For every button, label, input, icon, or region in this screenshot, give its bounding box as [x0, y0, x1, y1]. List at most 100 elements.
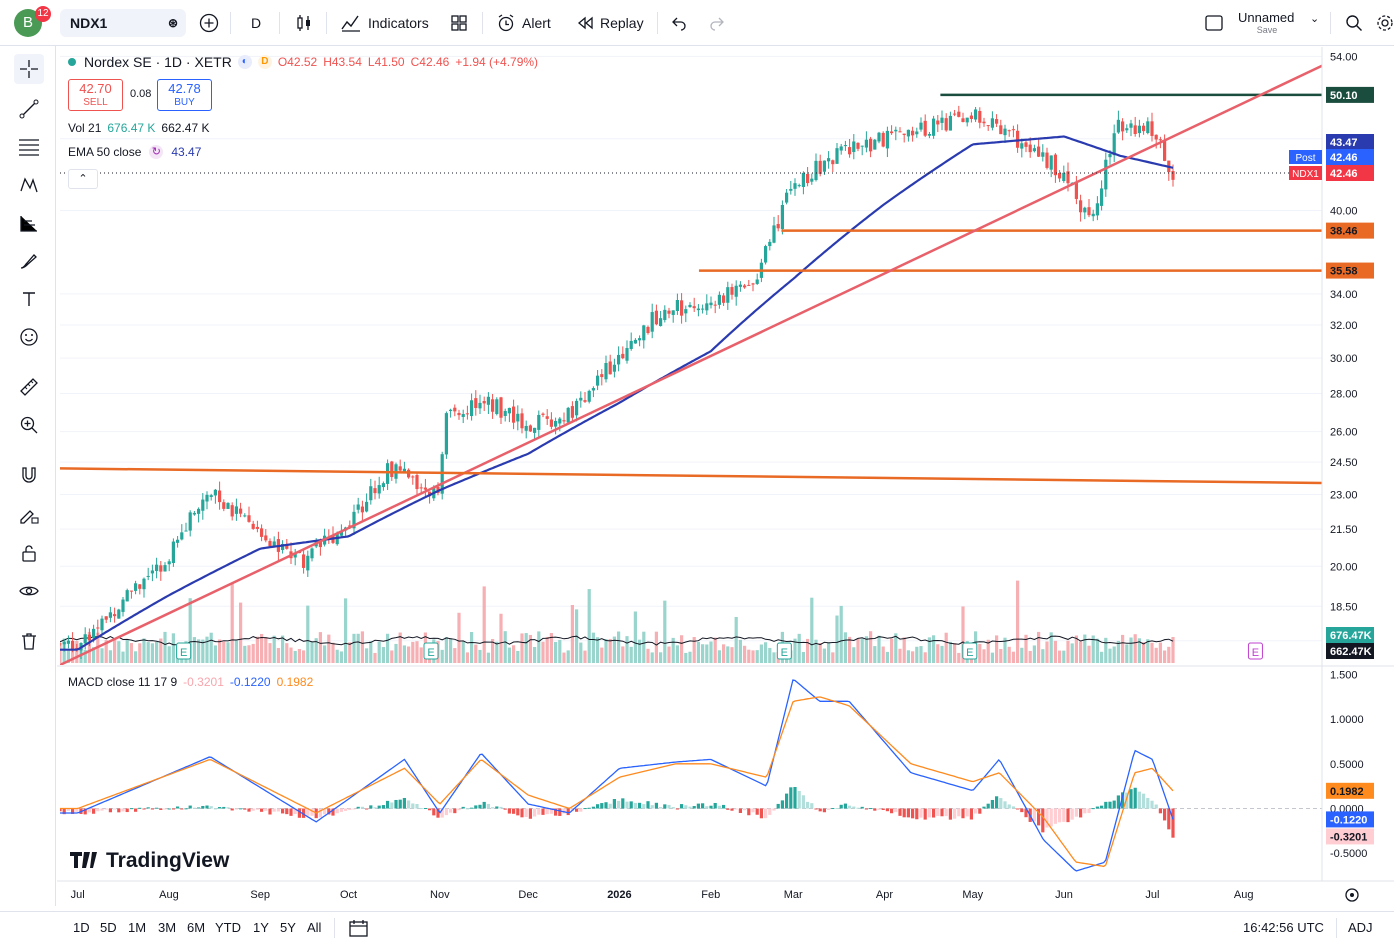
indicators-button[interactable]: Indicators: [340, 9, 429, 37]
settings-button[interactable]: [1376, 9, 1394, 37]
horizontal-trendline[interactable]: [60, 467, 1322, 485]
candle-body: [713, 304, 717, 306]
buy-button[interactable]: 42.78 BUY: [157, 79, 212, 111]
macd-legend[interactable]: MACD close 11 17 9 -0.3201 -0.1220 0.198…: [68, 675, 313, 689]
volume-bar: [629, 646, 633, 663]
hide-drawings-tool[interactable]: [14, 576, 44, 606]
quick-search-button[interactable]: [1344, 9, 1364, 37]
remove-drawings-tool[interactable]: [14, 626, 44, 656]
zoom-tool[interactable]: [14, 410, 44, 440]
candle-body: [486, 396, 490, 405]
earnings-marker[interactable]: E: [1247, 642, 1263, 660]
redo-button[interactable]: [708, 9, 726, 37]
range-button-1y[interactable]: 1Y: [253, 920, 269, 935]
candle-body: [575, 400, 579, 416]
volume-legend[interactable]: Vol 21 676.47 K 662.47 K: [68, 121, 209, 135]
volume-bar: [129, 643, 133, 663]
candle-body: [465, 413, 469, 415]
crosshair-tool[interactable]: [14, 54, 44, 84]
candle-body: [461, 414, 465, 417]
fib-tool[interactable]: [14, 132, 44, 162]
trendline-tool[interactable]: [14, 94, 44, 124]
symbol-search-button[interactable]: NDX1 ⊛: [60, 9, 186, 37]
interval-button[interactable]: D: [251, 15, 262, 31]
range-button-all[interactable]: All: [307, 920, 322, 935]
earnings-marker-label: E: [427, 647, 434, 659]
candle-body: [188, 512, 192, 531]
replay-button[interactable]: Replay: [576, 9, 644, 37]
alert-button[interactable]: Alert: [496, 9, 551, 37]
volume-bar: [1116, 640, 1120, 663]
chart-type-button[interactable]: [294, 9, 314, 37]
volume-bar: [60, 643, 62, 663]
ema-legend[interactable]: EMA 50 close ↻ 43.47: [68, 145, 201, 159]
candle-body: [965, 117, 969, 123]
candle-body: [696, 308, 700, 311]
keep-drawing-tool[interactable]: [14, 500, 44, 530]
range-button-1d[interactable]: 1D: [73, 920, 90, 935]
time-axis[interactable]: Jul Aug Sep Oct Nov Dec 2026 Feb Mar Apr May Jun Jul…: [71, 889, 1254, 901]
symbol-options-icon[interactable]: ⊛: [167, 16, 178, 30]
macd-histogram-bar: [1091, 808, 1095, 810]
drawings[interactable]: [60, 64, 1322, 665]
macd-histogram-bar: [709, 805, 713, 809]
volume-bar: [801, 651, 805, 663]
candle-body: [457, 412, 461, 416]
macd-histogram-bar: [625, 801, 629, 809]
compare-symbol-button[interactable]: [198, 9, 220, 37]
range-button-3m[interactable]: 3M: [158, 920, 177, 935]
layout-name-button[interactable]: Unnamed Save ⌄: [1238, 10, 1319, 38]
candle-body: [570, 406, 574, 418]
forecast-tool[interactable]: [14, 208, 44, 238]
macd-histogram-bar: [1032, 808, 1036, 822]
volume-bar: [953, 643, 957, 663]
layouts-button[interactable]: [450, 9, 468, 37]
volume-bar: [671, 637, 675, 663]
lock-drawings-tool[interactable]: [14, 538, 44, 568]
brush-icon: [20, 254, 37, 269]
earnings-marker[interactable]: E: [962, 642, 978, 660]
macd-histogram-bar: [890, 808, 894, 814]
range-button-ytd[interactable]: YTD: [215, 920, 241, 935]
macd-histogram-bar: [554, 808, 558, 816]
macd-histogram-bar: [541, 808, 545, 815]
chart-settings-button[interactable]: [1345, 888, 1359, 902]
candle-body: [1171, 171, 1175, 180]
macd-histogram-bar: [990, 799, 994, 809]
text-tool[interactable]: [14, 284, 44, 314]
brush-tool[interactable]: [14, 246, 44, 276]
macd-histogram-bar: [608, 803, 612, 809]
goto-date-button[interactable]: [348, 918, 370, 941]
divider: [482, 12, 483, 34]
volume-bar: [369, 641, 373, 663]
candle-body: [654, 310, 658, 325]
layout-checkbox[interactable]: [1204, 9, 1224, 37]
volume-bar: [83, 650, 87, 663]
magnet-tool[interactable]: [14, 460, 44, 490]
range-button-6m[interactable]: 6M: [187, 920, 206, 935]
earnings-marker[interactable]: E: [776, 642, 792, 660]
measure-tool[interactable]: [14, 372, 44, 402]
undo-button[interactable]: [670, 9, 688, 37]
range-button-5y[interactable]: 5Y: [280, 920, 296, 935]
rising-trendline[interactable]: [60, 64, 1322, 665]
macd-histogram-bar: [62, 808, 66, 815]
sell-button[interactable]: 42.70 SELL: [68, 79, 123, 111]
pattern-tool[interactable]: [14, 170, 44, 200]
adjust-button[interactable]: ADJ: [1348, 920, 1373, 935]
macd-histogram-bar: [701, 803, 705, 809]
candle-body: [352, 511, 356, 529]
symbol-title[interactable]: Nordex SE · 1D · XETR: [84, 54, 232, 70]
range-button-1m[interactable]: 1M: [128, 920, 147, 935]
volume-bar: [579, 642, 583, 663]
earnings-marker[interactable]: E: [423, 642, 439, 660]
emoji-tool[interactable]: [14, 322, 44, 352]
earnings-marker[interactable]: E: [176, 642, 192, 660]
range-button-5d[interactable]: 5D: [100, 920, 117, 935]
macd-histogram-bar: [1121, 792, 1125, 809]
clock[interactable]: 16:42:56 UTC: [1243, 920, 1324, 935]
collapse-legend-button[interactable]: ⌃: [68, 169, 98, 189]
